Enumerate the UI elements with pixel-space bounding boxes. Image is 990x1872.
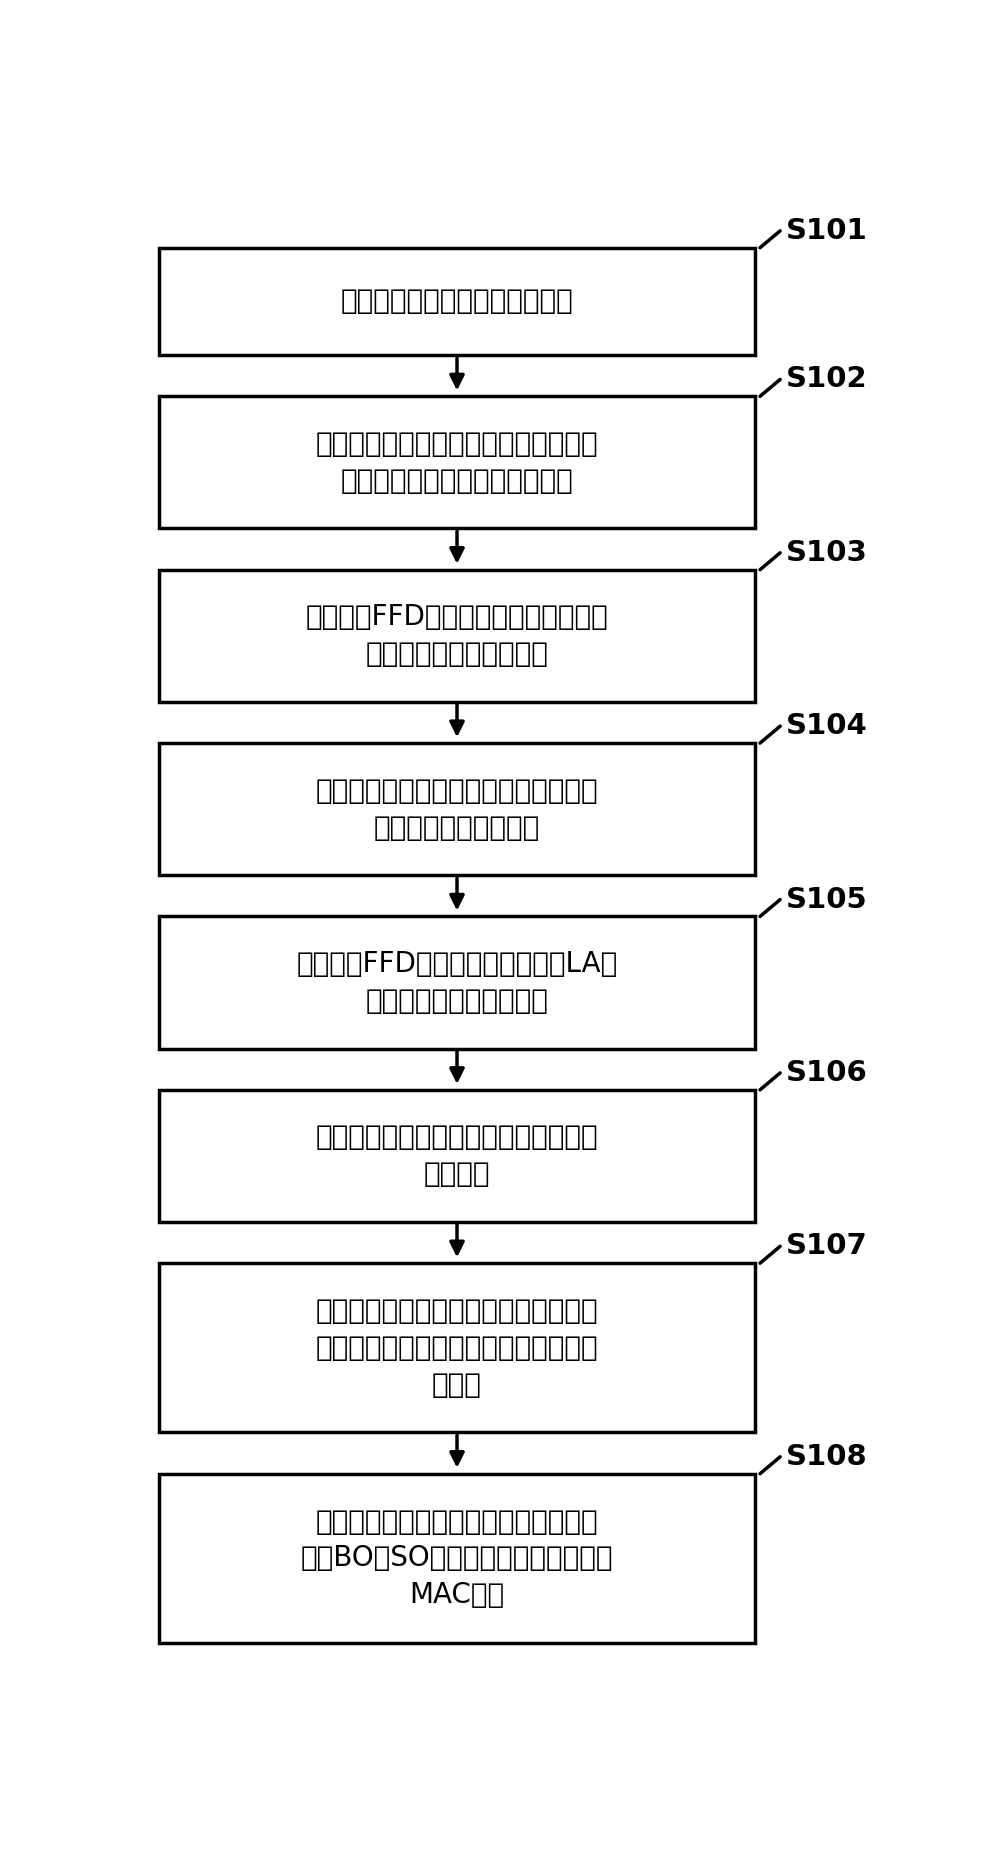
Text: S101: S101 <box>786 217 868 245</box>
Bar <box>158 743 755 876</box>
Bar <box>158 917 755 1048</box>
Text: 生成特定帧格式，利用帧控制字段的保
留位嵌入队列占用率与排队延时: 生成特定帧格式，利用帧控制字段的保 留位嵌入队列占用率与排队延时 <box>316 431 598 494</box>
Text: S104: S104 <box>786 711 868 739</box>
Bar <box>158 397 755 528</box>
Text: 选择动作，基于反馈集合选取决定占空
比的BO和SO标准参数，实现自适应的
MAC调度: 选择动作，基于反馈集合选取决定占空 比的BO和SO标准参数，实现自适应的 MAC… <box>301 1507 613 1610</box>
Bar <box>158 1264 755 1432</box>
Bar <box>158 247 755 356</box>
Bar <box>158 1473 755 1644</box>
Text: S102: S102 <box>786 365 868 393</box>
Text: 协调器（FFD）使用学习自动机（LA）
方法与周围环境进行交互: 协调器（FFD）使用学习自动机（LA） 方法与周围环境进行交互 <box>296 951 618 1015</box>
Text: S106: S106 <box>786 1060 868 1088</box>
Text: 评估该动作与环境交互后对数据传输的
影响，更新反馈集合，更新动作选择概
率集合: 评估该动作与环境交互后对数据传输的 影响，更新反馈集合，更新动作选择概 率集合 <box>316 1297 598 1398</box>
Text: S107: S107 <box>786 1232 868 1260</box>
Text: 协调器（FFD）进行流量估算，生成一
个流量自适应占空比集合: 协调器（FFD）进行流量估算，生成一 个流量自适应占空比集合 <box>306 603 609 668</box>
Text: S108: S108 <box>786 1443 868 1471</box>
Text: 对无线传感器网络进行模型建立: 对无线传感器网络进行模型建立 <box>341 288 573 314</box>
Text: S105: S105 <box>786 885 868 914</box>
Bar <box>158 569 755 702</box>
Text: S103: S103 <box>786 539 868 567</box>
Text: 选择探索策略：不同时期选择不一样的
探索策略: 选择探索策略：不同时期选择不一样的 探索策略 <box>316 1123 598 1189</box>
Text: 为协调器初始化其动作集合，动作选择
概率集合以及回馈集合: 为协调器初始化其动作集合，动作选择 概率集合以及回馈集合 <box>316 777 598 842</box>
Bar <box>158 1090 755 1222</box>
